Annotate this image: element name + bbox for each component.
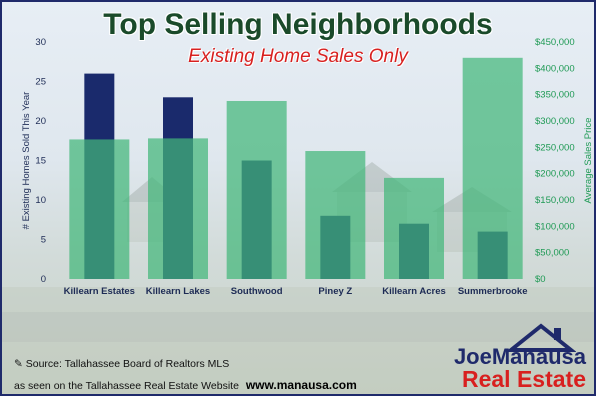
company-logo: JoeManausa Real Estate	[426, 322, 586, 394]
y-tick-label: 10	[35, 195, 46, 206]
price-bar	[384, 177, 444, 279]
y-right-tick-label: $250,000	[535, 142, 575, 153]
price-bar	[148, 138, 208, 279]
source-icon: ✎	[14, 358, 23, 370]
chart-title: Top Selling Neighborhoods	[103, 8, 493, 41]
price-bar	[462, 57, 523, 279]
y-right-tick-label: $100,000	[535, 221, 575, 232]
website-note: as seen on the Tallahassee Real Estate W…	[14, 378, 357, 392]
seen-on-text: as seen on the Tallahassee Real Estate W…	[14, 380, 239, 392]
logo-subtitle: Real Estate	[461, 366, 586, 392]
y-right-tick-label: $200,000	[535, 169, 575, 180]
y-right-tick-label: $300,000	[535, 116, 575, 127]
category-label: Killearn Estates	[64, 286, 135, 297]
y-tick-label: 15	[35, 156, 46, 167]
y-tick-label: 20	[35, 116, 46, 127]
category-label: Killearn Lakes	[146, 286, 210, 297]
y-right-tick-label: $150,000	[535, 195, 575, 206]
category-label: Summerbrooke	[458, 286, 528, 297]
source-note: ✎ Source: Tallahassee Board of Realtors …	[14, 358, 229, 370]
y-tick-label: 5	[41, 235, 46, 246]
website-link[interactable]: www.manausa.com	[245, 378, 357, 392]
source-text: Source: Tallahassee Board of Realtors ML…	[25, 358, 230, 370]
y-axis-label: # Existing Homes Sold This Year	[21, 92, 32, 230]
category-label: Killearn Acres	[382, 286, 446, 297]
logo-name: JoeManausa	[453, 344, 586, 369]
y-tick-label: 0	[41, 274, 46, 285]
category-label: Southwood	[231, 286, 283, 297]
price-bar	[69, 139, 130, 279]
y-right-tick-label: $50,000	[535, 248, 569, 259]
category-label: Piney Z	[318, 286, 352, 297]
chart-subtitle: Existing Home Sales Only	[188, 46, 408, 67]
price-bar	[305, 151, 366, 279]
y-right-tick-label: $350,000	[535, 90, 575, 101]
y-right-axis-label: Average Sales Price	[583, 118, 594, 204]
house-logo-icon	[506, 323, 576, 352]
y-right-tick-label: $450,000	[535, 37, 575, 48]
bar-chart: 0 5 10 15 20 25 30 $0 $50,000 $100,000 $150,000 $20…	[21, 37, 594, 297]
y-right-tick-label: $0	[535, 274, 546, 285]
y-tick-label: 30	[35, 37, 46, 48]
y-right-tick-label: $400,000	[535, 63, 575, 74]
y-tick-label: 25	[35, 77, 46, 88]
price-bar	[226, 100, 287, 279]
